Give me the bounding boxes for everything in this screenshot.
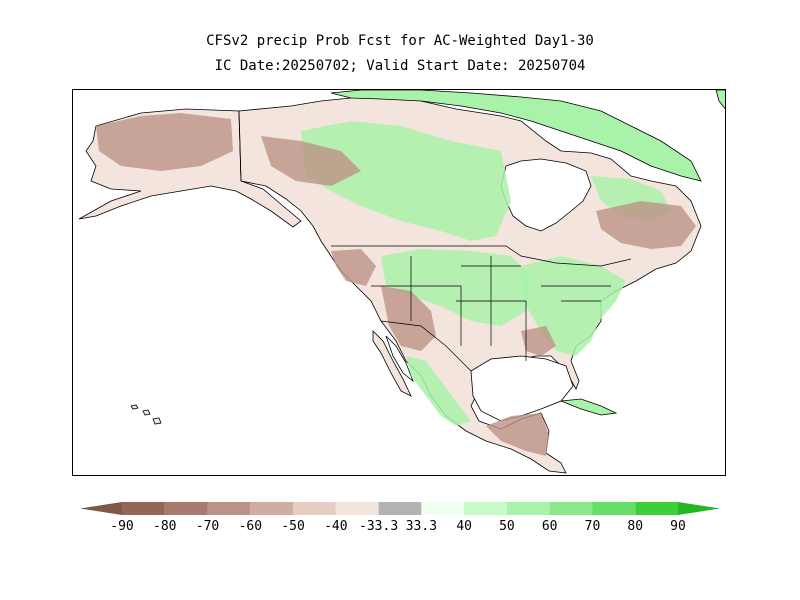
us-canada-border [331, 245, 632, 267]
hawaii-islands [130, 404, 162, 425]
colorbar-bin [335, 502, 379, 515]
colorbar-bin [549, 502, 593, 515]
colorbar-bin [122, 502, 165, 515]
arctic-islands [330, 90, 702, 182]
baja-california [372, 330, 412, 397]
colorbar-tick-label: -60 [239, 519, 262, 534]
colorbar-bin [592, 502, 636, 515]
political-boundaries [238, 110, 632, 372]
dry-region-gulf-coast [521, 326, 556, 356]
colorbar-tick-label: 50 [499, 519, 515, 534]
colorbar-bin [506, 502, 550, 515]
colorbar-tick-label: -70 [196, 519, 219, 534]
colorbar-tick-label: -33.3 [359, 519, 398, 534]
chart-subtitle: IC Date:20250702; Valid Start Date: 2025… [214, 58, 586, 74]
dry-region-pacific-nw [331, 249, 376, 286]
colorbar-tick-label: 33.3 [406, 519, 437, 534]
dry-region-southwest [381, 286, 436, 351]
wet-region-mexico [406, 356, 471, 426]
colorbar-tick-label: -80 [153, 519, 176, 534]
greenland-edge [715, 90, 725, 110]
colorbar-bin [80, 502, 122, 515]
colorbar-tick-label: 90 [670, 519, 686, 534]
us-state-lines [371, 256, 611, 361]
colorbar-tick-label: -90 [110, 519, 133, 534]
colorbar-tick-label: 80 [627, 519, 643, 534]
colorbar-tick-label: -50 [281, 519, 304, 534]
chart-title: CFSv2 precip Prob Fcst for AC-Weighted D… [206, 33, 594, 49]
colorbar-bin [250, 502, 294, 515]
dry-region-alaska [96, 113, 233, 171]
north-america-map [73, 90, 725, 475]
colorbar-bin [678, 502, 720, 515]
alaska-canada-border [238, 110, 242, 182]
dry-region-yukon [261, 136, 361, 186]
colorbar-bin [635, 502, 678, 515]
colorbar-bin [378, 502, 422, 515]
colorbar-tick-label: 70 [585, 519, 601, 534]
colorbar-bin [293, 502, 336, 515]
us-mexico-border [380, 320, 472, 372]
dry-region-labrador [596, 201, 696, 249]
dry-region-central-america [486, 413, 549, 456]
cuba-island [560, 398, 618, 416]
colorbar-bin [464, 502, 507, 515]
colorbar-tick-label: -40 [324, 519, 347, 534]
wet-region-great-plains [381, 249, 531, 326]
colorbar-tick-label: 60 [542, 519, 558, 534]
colorbar-bin [164, 502, 208, 515]
colorbar-tick-label: 40 [456, 519, 472, 534]
gulf-of-california [385, 335, 414, 383]
colorbar-bin [421, 502, 465, 515]
colorbar-bin [207, 502, 251, 515]
wet-region-central-canada [301, 121, 511, 241]
map-panel [72, 89, 726, 476]
